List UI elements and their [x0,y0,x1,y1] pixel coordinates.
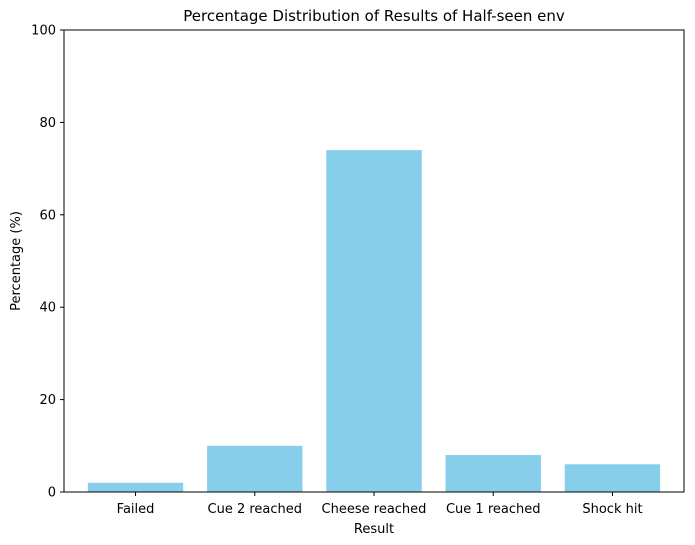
y-tick-label: 100 [31,24,56,39]
x-axis-ticks: Failed Cue 2 reached Cheese reached Cue 1 r… [117,492,643,517]
x-tick-label: Shock hit [582,502,642,517]
chart-title: Percentage Distribution of Results of Ha… [183,7,565,25]
bar-cheese-reached [326,150,422,492]
y-axis-ticks: 0 20 40 60 80 100 [31,24,64,501]
bar-cue-1-reached [445,455,541,492]
bar-shock-hit [564,464,661,492]
plot-frame [63,29,685,493]
bars-group [87,150,661,492]
x-tick-label: Failed [117,502,155,517]
x-tick-label: Cue 2 reached [208,502,303,517]
y-axis-label: Percentage (%) [9,211,24,311]
y-tick-label: 80 [39,116,56,131]
y-tick-label: 0 [48,486,56,501]
bar-failed [87,482,184,492]
x-tick-label: Cue 1 reached [446,502,541,517]
y-tick-label: 60 [39,208,56,223]
y-tick-label: 40 [39,301,56,316]
bar-cue-2-reached [207,445,303,492]
x-axis-label: Result [354,522,394,537]
y-tick-label: 20 [39,393,56,408]
x-tick-label: Cheese reached [322,502,427,517]
